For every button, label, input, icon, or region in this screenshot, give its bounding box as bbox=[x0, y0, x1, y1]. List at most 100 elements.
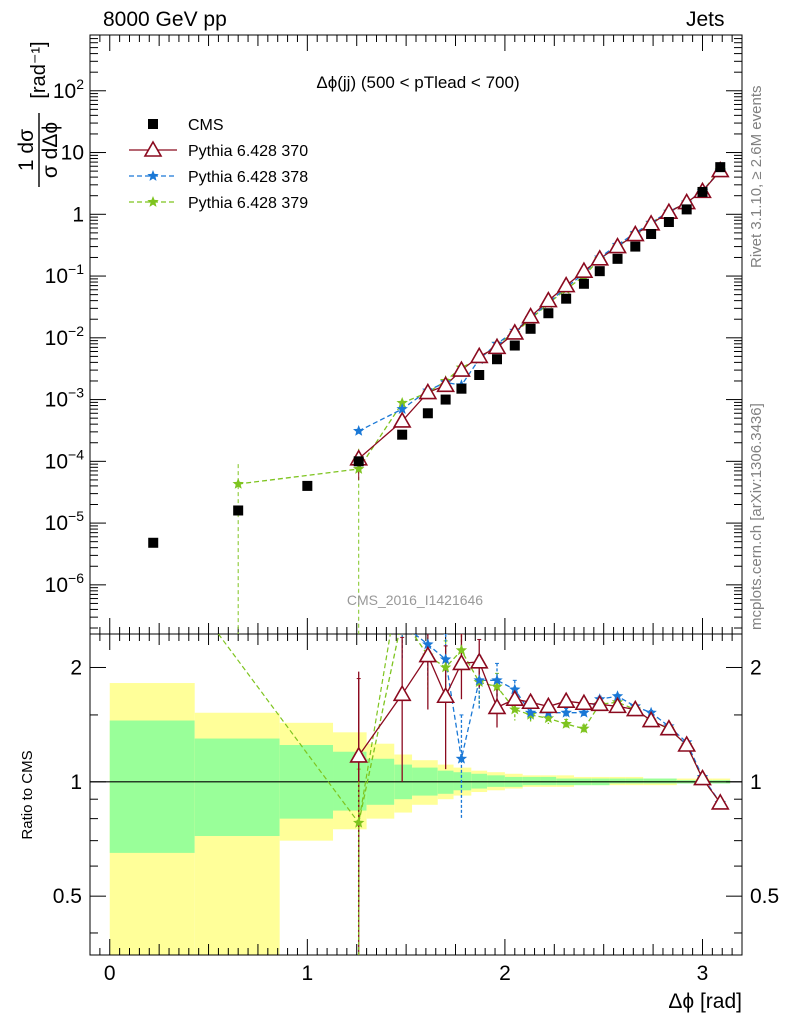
ratio-point-1 bbox=[659, 719, 679, 736]
y-label-numerator: 1 dσ bbox=[15, 129, 38, 171]
ratio-y-tick-label-right: 2 bbox=[750, 656, 762, 679]
ratio-point-2 bbox=[439, 653, 452, 665]
y-tick-base: 1 bbox=[72, 203, 84, 226]
series-1-point bbox=[452, 360, 471, 377]
ratio-point-1 bbox=[608, 696, 627, 714]
ratio-point-1 bbox=[349, 746, 369, 763]
ratio-point-1 bbox=[556, 691, 576, 709]
series-0-point bbox=[233, 505, 244, 516]
ratio-y-tick-label: 1 bbox=[70, 771, 82, 794]
y-tick-label: 10−2 bbox=[45, 323, 85, 350]
ratio-point-1 bbox=[452, 653, 471, 671]
series-3-point bbox=[396, 397, 408, 408]
series-1-point bbox=[659, 202, 679, 220]
band-inner-bin bbox=[522, 776, 541, 786]
ratio-point-1 bbox=[418, 645, 438, 663]
legend-marker-1 bbox=[143, 140, 163, 157]
y-axis-label: 1 dσ σ dΔϕ [rad⁻¹] bbox=[15, 41, 62, 187]
ratio-point-1 bbox=[505, 689, 525, 707]
y-label-unit: [rad⁻¹] bbox=[28, 41, 50, 98]
series-0-point bbox=[543, 308, 554, 319]
ratio-point-2 bbox=[422, 638, 434, 650]
legend-label-3: Pythia 6.428 379 bbox=[188, 195, 308, 212]
y-tick-label: 10−3 bbox=[45, 385, 85, 412]
y-tick-exponent: −5 bbox=[68, 508, 84, 524]
ratio-point-3 bbox=[455, 644, 468, 656]
ratio-point-2 bbox=[491, 674, 503, 686]
series-1-point bbox=[625, 224, 645, 242]
series-1-point bbox=[556, 276, 576, 293]
series-1-point bbox=[469, 346, 489, 364]
x-axis: 0 1 2 3 bbox=[89, 35, 743, 985]
process-label: Jets bbox=[686, 8, 725, 31]
ratio-point-2 bbox=[524, 706, 537, 718]
legend-label-1: Pythia 6.428 370 bbox=[188, 143, 308, 160]
y-tick-base: 10 bbox=[45, 327, 68, 350]
series-0-point bbox=[474, 369, 485, 380]
series-1-point bbox=[505, 323, 525, 340]
series-3-point bbox=[232, 478, 244, 489]
ratio-y-tick-label-right: 0.5 bbox=[750, 885, 779, 908]
series-0-point bbox=[681, 204, 692, 215]
y-tick-base: 10 bbox=[45, 450, 68, 473]
ratio-point-3 bbox=[560, 718, 572, 729]
chart-title: Δϕ(jj) (500 < pTlead < 700) bbox=[316, 73, 519, 92]
y-tick-label: 102 bbox=[53, 76, 84, 103]
ratio-point-3 bbox=[439, 661, 452, 673]
watermark: CMS_2016_I1421646 bbox=[347, 592, 483, 608]
ratio-series bbox=[217, 612, 730, 955]
ratio-point-1 bbox=[590, 694, 610, 712]
series-0-point bbox=[148, 537, 159, 548]
ratio-point-3 bbox=[542, 712, 555, 724]
series-1-point bbox=[538, 291, 558, 308]
ratio-point-1 bbox=[693, 768, 712, 786]
main-series bbox=[148, 160, 730, 634]
y-tick-base: 10 bbox=[45, 574, 68, 597]
ratio-point-2 bbox=[578, 706, 590, 718]
band-inner-bin bbox=[660, 778, 677, 784]
legend-marker-0 bbox=[148, 119, 158, 129]
series-0-point bbox=[397, 429, 408, 440]
y-tick-label: 1 bbox=[72, 203, 84, 226]
series-1-point bbox=[487, 337, 507, 355]
y-tick-base: 10 bbox=[61, 142, 84, 165]
ratio-point-3 bbox=[509, 703, 521, 715]
series-0-point bbox=[697, 186, 708, 197]
band-inner-bin bbox=[109, 720, 195, 853]
ratio-point-1 bbox=[521, 692, 540, 710]
ratio-y-label: Ratio to CMS bbox=[19, 750, 36, 839]
series-0-point bbox=[353, 456, 364, 467]
series-1-point bbox=[436, 375, 456, 393]
y-tick-exponent: −4 bbox=[68, 446, 84, 462]
series-0-point bbox=[561, 293, 572, 304]
series-0-point bbox=[422, 408, 433, 419]
y-tick-exponent: −6 bbox=[68, 570, 84, 586]
legend-label-2: Pythia 6.428 378 bbox=[188, 169, 308, 186]
ratio-y-tick-label: 2 bbox=[70, 656, 82, 679]
series-1-point bbox=[418, 382, 438, 400]
legend-marker-2 bbox=[147, 170, 159, 181]
ratio-point-1 bbox=[641, 710, 661, 728]
y-tick-exponent: −1 bbox=[68, 261, 84, 277]
series-1-point bbox=[574, 261, 594, 278]
band-inner-bin bbox=[625, 778, 644, 784]
ratio-point-3 bbox=[397, 612, 408, 623]
ratio-y-tick-label: 0.5 bbox=[53, 885, 82, 908]
legend-marker-3 bbox=[147, 196, 159, 207]
series-1-point bbox=[641, 214, 661, 231]
series-0-point bbox=[594, 266, 605, 277]
y-tick-label: 10−4 bbox=[45, 446, 85, 473]
y-tick-base: 10 bbox=[53, 80, 76, 103]
collision-info: 8000 GeV pp bbox=[103, 8, 227, 31]
ratio-point-2 bbox=[509, 683, 521, 695]
series-0-point bbox=[663, 217, 674, 228]
band-inner-bin bbox=[471, 773, 488, 789]
ratio-point-1 bbox=[677, 735, 697, 752]
x-axis-label: Δϕ [rad] bbox=[668, 990, 742, 1013]
ratio-point-3 bbox=[353, 816, 365, 828]
series-1-point bbox=[590, 249, 610, 266]
series-0-point bbox=[630, 241, 641, 252]
y-tick-label: 10−1 bbox=[45, 261, 85, 288]
x-tick-label: 2 bbox=[499, 962, 511, 985]
